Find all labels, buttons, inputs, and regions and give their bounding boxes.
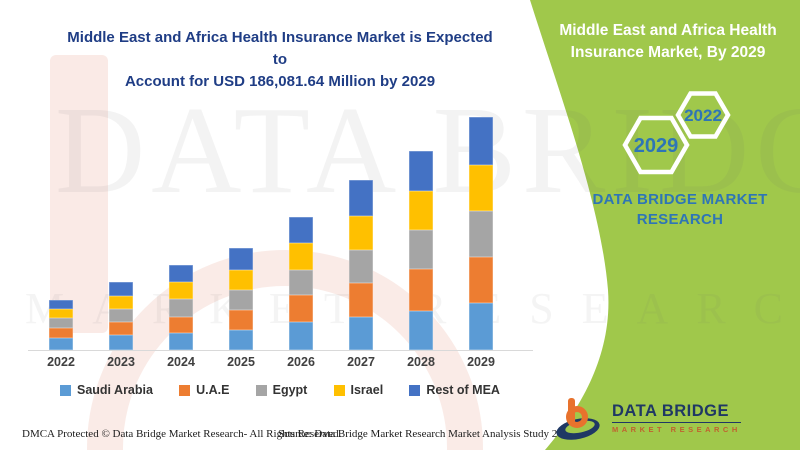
bar-segment-u-a-e — [49, 328, 73, 339]
x-axis-label-2027: 2027 — [347, 355, 375, 369]
bar-segment-u-a-e — [349, 282, 373, 317]
bar-segment-egypt — [169, 299, 193, 317]
bar-segment-u-a-e — [229, 309, 253, 330]
legend-swatch — [60, 384, 71, 396]
bar-segment-egypt — [289, 269, 313, 296]
bar-2026 — [289, 216, 313, 350]
x-axis-label-2024: 2024 — [167, 355, 195, 369]
panel-title: Middle East and Africa Health Insurance … — [559, 22, 777, 61]
legend-label: Saudi Arabia — [77, 383, 153, 397]
x-axis-label-2025: 2025 — [227, 355, 255, 369]
x-axis-label-2029: 2029 — [467, 355, 495, 369]
bar-segment-u-a-e — [289, 295, 313, 323]
hexagon-2022-label: 2022 — [684, 106, 722, 125]
bar-segment-egypt — [469, 211, 493, 257]
bar-2027 — [349, 180, 373, 350]
chart-headline-line2: Account for USD 186,081.64 Million by 20… — [124, 72, 436, 90]
legend-item-egypt: Egypt — [255, 383, 308, 397]
bar-segment-u-a-e — [169, 316, 193, 333]
source-note: Source: Data Bridge Market Research Mark… — [278, 428, 574, 440]
bar-segment-rest-of-mea — [109, 282, 133, 297]
bar-segment-saudi-arabia — [169, 332, 193, 350]
bar-segment-rest-of-mea — [169, 265, 193, 283]
bar-segment-egypt — [349, 250, 373, 283]
data-bridge-logo: DATA BRIDGE MARKET RESEARCH — [552, 396, 741, 440]
bar-2022 — [49, 300, 73, 350]
bar-segment-rest-of-mea — [349, 180, 373, 217]
legend-label: Egypt — [272, 383, 308, 397]
legend-swatch — [255, 384, 267, 396]
hexagon-2029-label: 2029 — [634, 135, 679, 157]
legend-item-israel: Israel — [333, 383, 384, 397]
bar-segment-saudi-arabia — [409, 311, 433, 350]
legend-item-saudi-arabia: Saudi Arabia — [60, 383, 153, 397]
bar-segment-rest-of-mea — [409, 150, 433, 192]
bar-segment-israel — [49, 309, 73, 319]
bar-2023 — [109, 282, 133, 350]
bar-2028 — [409, 150, 433, 350]
x-axis-label-2028: 2028 — [407, 355, 435, 369]
legend-swatch — [179, 384, 191, 396]
x-axis-labels: 2022 2023 2024 2025 2026 2027 2028 2029 — [30, 355, 540, 373]
bar-segment-u-a-e — [409, 269, 433, 312]
bar-segment-u-a-e — [109, 322, 133, 336]
bar-segment-saudi-arabia — [349, 316, 373, 350]
year-hexagons: 2022 2029 — [622, 91, 731, 175]
chart-headline-line1: Middle East and Africa Health Insurance … — [67, 29, 493, 68]
bar-segment-israel — [289, 242, 313, 270]
legend-swatch — [409, 384, 421, 396]
bar-2025 — [229, 248, 253, 350]
x-axis-label-2023: 2023 — [107, 355, 135, 369]
bar-segment-israel — [409, 191, 433, 230]
legend-label: Israel — [350, 383, 384, 397]
data-bridge-logo-icon — [556, 398, 600, 440]
bar-chart — [30, 0, 540, 350]
bar-segment-egypt — [409, 229, 433, 270]
x-axis-label-2026: 2026 — [287, 355, 315, 369]
chart-legend: Saudi Arabia U.A.E Egypt Israel Rest of MEA — [60, 383, 500, 397]
bar-2029 — [469, 116, 493, 350]
legend-label: U.A.E — [196, 383, 230, 397]
bar-segment-u-a-e — [469, 256, 493, 303]
x-axis-label-2022: 2022 — [47, 355, 75, 369]
legend-item-rest-of-mea: Rest of MEA — [409, 383, 500, 397]
bar-segment-egypt — [109, 308, 133, 323]
logo-tagline: MARKET RESEARCH — [612, 425, 741, 434]
dmca-notice: DMCA Protected © Data Bridge Market Rese… — [22, 428, 342, 440]
x-axis-line — [28, 350, 533, 351]
bar-segment-saudi-arabia — [49, 338, 73, 350]
legend-label: Rest of MEA — [426, 383, 500, 397]
bar-segment-saudi-arabia — [289, 322, 313, 350]
bar-segment-saudi-arabia — [229, 330, 253, 350]
legend-swatch — [333, 384, 345, 396]
bar-segment-israel — [349, 216, 373, 251]
bar-segment-rest-of-mea — [289, 216, 313, 243]
bar-2024 — [169, 265, 193, 350]
brand-caption: DATA BRIDGE MARKET RESEARCH — [592, 191, 768, 229]
chart-headline: Middle East and Africa Health Insurance … — [60, 27, 500, 92]
bar-segment-egypt — [229, 290, 253, 310]
bar-segment-saudi-arabia — [469, 302, 493, 350]
bar-segment-israel — [229, 270, 253, 291]
bar-segment-israel — [469, 164, 493, 212]
bar-segment-israel — [169, 282, 193, 300]
bar-segment-israel — [109, 296, 133, 309]
bar-segment-rest-of-mea — [49, 300, 73, 310]
bar-segment-rest-of-mea — [229, 248, 253, 271]
bar-segment-egypt — [49, 318, 73, 329]
logo-wordmark: DATA BRIDGE — [612, 402, 741, 423]
legend-item-u-a-e: U.A.E — [179, 383, 229, 397]
bar-segment-rest-of-mea — [469, 116, 493, 165]
bar-segment-saudi-arabia — [109, 335, 133, 350]
